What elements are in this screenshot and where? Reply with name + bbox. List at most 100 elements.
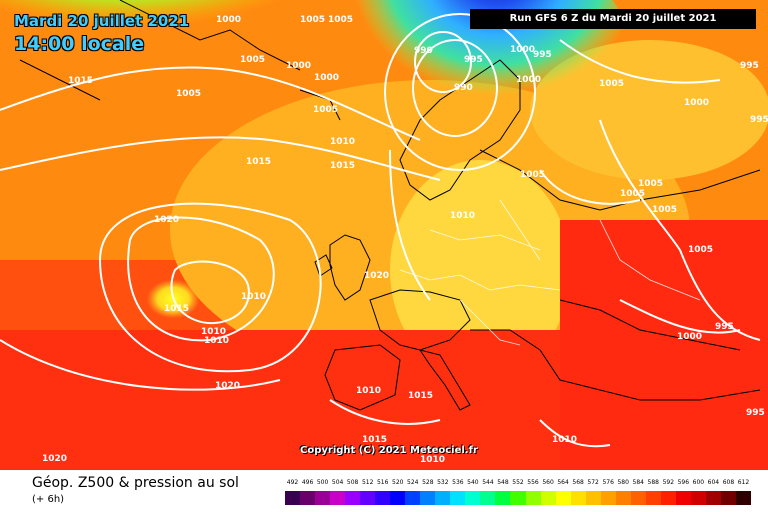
legend-swatch — [345, 491, 361, 505]
legend-labels: 492 496 500 504 508 512 516 520 524 528 532 536 540 5… — [285, 479, 751, 489]
legend-swatch — [315, 491, 331, 505]
legend-swatch — [525, 491, 541, 505]
legend-tick-label: 588 — [647, 479, 659, 486]
isobar-label: 1015 — [246, 157, 271, 167]
isobar-label: 1005 — [652, 205, 677, 215]
legend-tick-label: 572 — [587, 479, 599, 486]
legend-color-bar — [285, 491, 751, 505]
legend-tick-label: 504 — [331, 479, 344, 486]
isobar-label: 1010 — [450, 211, 475, 221]
legend-tick-label: 560 — [542, 479, 554, 486]
legend-swatch — [570, 491, 586, 505]
isobar-label: 1000 — [516, 75, 541, 85]
isobar-label: 995 — [533, 50, 552, 60]
legend-swatch — [330, 491, 346, 505]
legend-swatch — [465, 491, 481, 505]
legend-tick-label: 540 — [467, 479, 479, 486]
isobar-label: 1020 — [154, 215, 179, 225]
legend-tick-label: 596 — [677, 479, 690, 486]
isobar-labels: 1000 1005 1000 1005 1015 1005 1005 1000 … — [42, 15, 768, 465]
isobar-label: 1000 — [314, 73, 339, 83]
isobar-label: 995 — [750, 115, 768, 125]
legend-tick-label: 552 — [512, 479, 524, 486]
isobar-label: 1020 — [215, 381, 240, 391]
isobar-label: 1010 — [356, 386, 381, 396]
isobar-label: 1020 — [42, 454, 67, 464]
legend-tick-label: 556 — [527, 479, 539, 486]
map-high-atlantic — [120, 215, 310, 355]
legend-swatch — [390, 491, 406, 505]
legend-swatch — [495, 491, 511, 505]
legend-tick-label: 592 — [662, 479, 675, 486]
isobar-label: 1010 — [204, 336, 229, 346]
isobar-label: 1000 — [510, 45, 535, 55]
color-legend: 492 496 500 504 508 512 516 520 524 528 532 536 540 5… — [285, 479, 751, 505]
legend-swatch — [375, 491, 391, 505]
isobars — [0, 13, 761, 448]
isobar-label: 1005 — [688, 245, 713, 255]
isobar-label: 1015 — [68, 76, 93, 86]
isobar-label: 1010 — [552, 435, 577, 445]
legend-tick-label: 604 — [707, 479, 720, 486]
legend-swatch — [600, 491, 616, 505]
legend-tick-label: 528 — [422, 479, 434, 486]
isobar-label: 1000 — [286, 61, 311, 71]
isobar-label: 995 — [715, 322, 734, 332]
isobar-label: 1005 — [240, 55, 265, 65]
legend-tick-label: 520 — [392, 479, 404, 486]
legend-tick-label: 576 — [602, 479, 614, 486]
isobar-label: 1005 — [638, 179, 663, 189]
legend-tick-label: 492 — [286, 479, 299, 486]
copyright-notice: Copyright (C) 2021 Meteociel.fr — [300, 445, 478, 456]
forecast-date: Mardi 20 juillet 2021 — [14, 12, 190, 30]
legend-tick-label: 524 — [407, 479, 419, 486]
legend-swatch — [285, 491, 301, 505]
legend-tick-label: 512 — [361, 479, 374, 486]
legend-swatch — [690, 491, 706, 505]
legend-swatch — [480, 491, 496, 505]
isobar-label: 1000 — [677, 332, 702, 342]
legend-swatch — [435, 491, 451, 505]
isobar-label: 1010 — [241, 292, 266, 302]
isobar-label: 1015 — [362, 435, 387, 445]
legend-swatch — [675, 491, 691, 505]
isobar-label: 1020 — [364, 271, 389, 281]
isobar-label: 1005 — [176, 89, 201, 99]
isobar-label: 990 — [414, 46, 433, 56]
isobar-label: 1015 — [164, 304, 189, 314]
legend-tick-label: 612 — [737, 479, 750, 486]
legend-swatch — [450, 491, 466, 505]
isobar-label: 1015 — [330, 161, 355, 171]
isobar-label: 1005 — [313, 105, 338, 115]
legend-swatch — [735, 491, 751, 505]
isobar-label: 995 — [740, 61, 759, 71]
legend-tick-label: 608 — [722, 479, 735, 486]
legend-swatch — [615, 491, 631, 505]
isobar-label: 1005 — [328, 15, 353, 25]
isobar-label: 1015 — [408, 391, 433, 401]
legend-swatch — [300, 491, 316, 505]
legend-tick-label: 564 — [557, 479, 569, 486]
product-title: Géop. Z500 & pression au sol — [32, 475, 239, 491]
isobar-label: 1005 — [620, 189, 645, 199]
legend-tick-label: 516 — [376, 479, 389, 486]
legend-tick-label: 496 — [301, 479, 314, 486]
legend-tick-label: 508 — [346, 479, 359, 486]
isobar-label: 1000 — [216, 15, 241, 25]
legend-swatch — [555, 491, 571, 505]
legend-swatch — [510, 491, 526, 505]
legend-swatch — [630, 491, 646, 505]
legend-tick-label: 532 — [437, 479, 449, 486]
legend-swatch — [360, 491, 376, 505]
legend-swatch — [540, 491, 556, 505]
legend-tick-label: 568 — [572, 479, 584, 486]
forecast-step: (+ 6h) — [32, 494, 65, 505]
z500-pressure-map: 1000 1005 1000 1005 1015 1005 1005 1000 … — [0, 0, 768, 470]
isobar-label: 995 — [746, 408, 765, 418]
isobar-label: 1010 — [330, 137, 355, 147]
isobar-label: 995 — [464, 55, 483, 65]
legend-tick-label: 580 — [617, 479, 629, 486]
borders — [399, 199, 701, 346]
legend-tick-label: 544 — [482, 479, 494, 486]
